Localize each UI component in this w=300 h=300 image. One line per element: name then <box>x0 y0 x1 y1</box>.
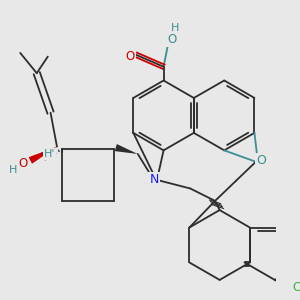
Text: H': H' <box>44 149 56 159</box>
Text: N: N <box>150 173 159 186</box>
Polygon shape <box>28 147 57 164</box>
Text: O: O <box>167 33 176 46</box>
Text: O: O <box>18 157 28 170</box>
Text: H: H <box>9 165 17 175</box>
Text: O: O <box>256 154 266 167</box>
Text: O: O <box>126 50 135 63</box>
Text: Cl: Cl <box>293 281 300 294</box>
Polygon shape <box>115 144 138 154</box>
Text: H: H <box>170 23 179 33</box>
